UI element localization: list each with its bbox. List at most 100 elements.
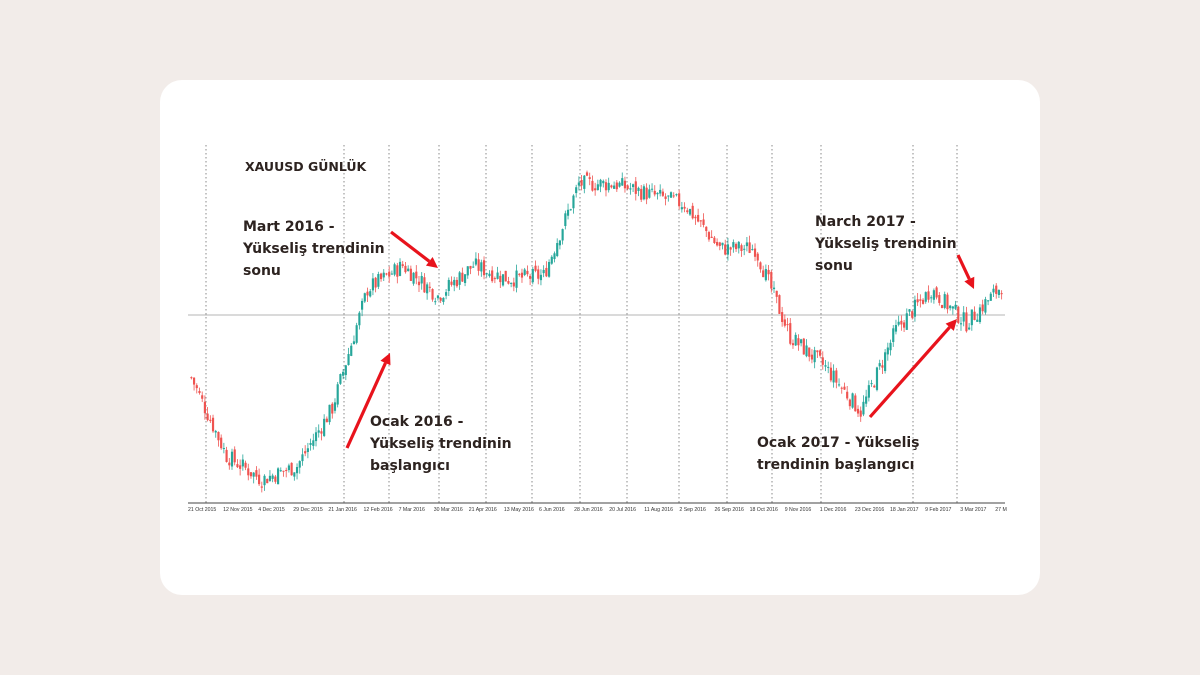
candle-body (499, 275, 502, 283)
candle-body (220, 437, 223, 449)
candle-body (997, 289, 1001, 295)
candle-body (764, 269, 767, 281)
candle-body (553, 253, 556, 260)
candle-body (461, 272, 464, 282)
candle-body (293, 472, 296, 477)
candle-body (434, 301, 437, 303)
x-tick-label: 26 Sep 2016 (715, 507, 745, 513)
candle-body (851, 393, 854, 408)
x-tick-label: 18 Oct 2016 (750, 507, 778, 513)
candle-body (786, 324, 789, 326)
candle-body (916, 299, 919, 303)
candle-body (610, 185, 613, 188)
candle-body (458, 272, 461, 285)
candle-body (683, 206, 686, 209)
candle-body (531, 268, 534, 283)
candle-body (352, 341, 356, 345)
candle-body (390, 273, 393, 275)
candle-body (756, 253, 759, 261)
candle-body (547, 262, 551, 277)
candle-body (881, 365, 884, 368)
candle-body (198, 390, 201, 393)
candle-body (837, 384, 841, 386)
candle-body (285, 469, 288, 472)
candle-body (298, 461, 301, 468)
candle-body (252, 472, 255, 477)
candle-body (919, 299, 922, 301)
candle-body (342, 371, 345, 376)
candle-body (550, 256, 553, 264)
candle-body (480, 262, 483, 272)
candle-body (702, 219, 705, 225)
candle-body (537, 269, 540, 279)
candle-body (935, 287, 938, 298)
candle-body (201, 395, 204, 399)
candle-body (911, 311, 914, 318)
candle-body (978, 307, 982, 323)
candle-body (190, 377, 193, 379)
candle-body (924, 292, 927, 302)
candle-body (447, 279, 450, 291)
candle-body (626, 185, 629, 189)
candle-body (241, 459, 244, 467)
candle-body (374, 277, 377, 288)
candle-body (442, 297, 445, 302)
candle-body (694, 216, 697, 219)
candle-body (672, 195, 675, 197)
candle-body (417, 281, 421, 286)
candle-body (328, 404, 331, 423)
candle-body (637, 187, 640, 191)
candle-body (900, 320, 903, 325)
candle-body (588, 177, 591, 179)
candle-body (556, 243, 559, 257)
candle-body (331, 403, 334, 414)
candle-body (713, 237, 716, 244)
x-tick-label: 4 Dec 2015 (258, 507, 285, 513)
candle-body (279, 470, 282, 472)
candle-body (401, 264, 404, 267)
candle-body (439, 297, 442, 301)
candle-body (309, 443, 312, 445)
candle-body (781, 312, 784, 322)
annotation-ocak-2016: Ocak 2016 - Yükseliş trendinin başlangıc… (370, 414, 512, 474)
candle-body (249, 472, 253, 477)
candle-body (276, 468, 280, 485)
candle-body (862, 401, 865, 415)
candle-body (748, 242, 751, 253)
candle-body (751, 249, 754, 251)
candle-body (889, 342, 892, 351)
x-tick-label: 30 Mar 2016 (434, 507, 463, 513)
candle-body (482, 260, 486, 276)
candle-body (420, 275, 423, 284)
candle-body (501, 274, 505, 286)
candle-body (686, 210, 689, 213)
candle-body (959, 323, 963, 325)
candle-body (271, 475, 274, 479)
candle-body (829, 367, 832, 381)
candle-body (214, 430, 217, 433)
candle-body (377, 274, 380, 287)
candle-body (545, 267, 548, 277)
candle-body (415, 271, 418, 279)
x-tick-label: 1 Dec 2016 (820, 507, 847, 513)
candle-body (566, 209, 570, 216)
candle-body (274, 476, 277, 482)
candle-body (873, 385, 876, 388)
candle-body (393, 264, 396, 275)
x-tick-label: 20 Jul 2016 (609, 507, 636, 513)
candle-body (921, 299, 925, 304)
candle-body (247, 468, 250, 476)
candle-body (466, 266, 469, 276)
candle-body (835, 370, 838, 383)
candle-body (512, 282, 515, 287)
candle-body (382, 272, 385, 278)
candle-body (534, 265, 537, 271)
candle-body (336, 384, 339, 405)
candle-body (816, 350, 819, 353)
candle-body (361, 300, 364, 310)
candle-body (821, 357, 824, 365)
candle-body (943, 294, 946, 308)
candle-body (783, 319, 786, 326)
candle-body (772, 287, 776, 290)
candle-body (951, 306, 954, 309)
